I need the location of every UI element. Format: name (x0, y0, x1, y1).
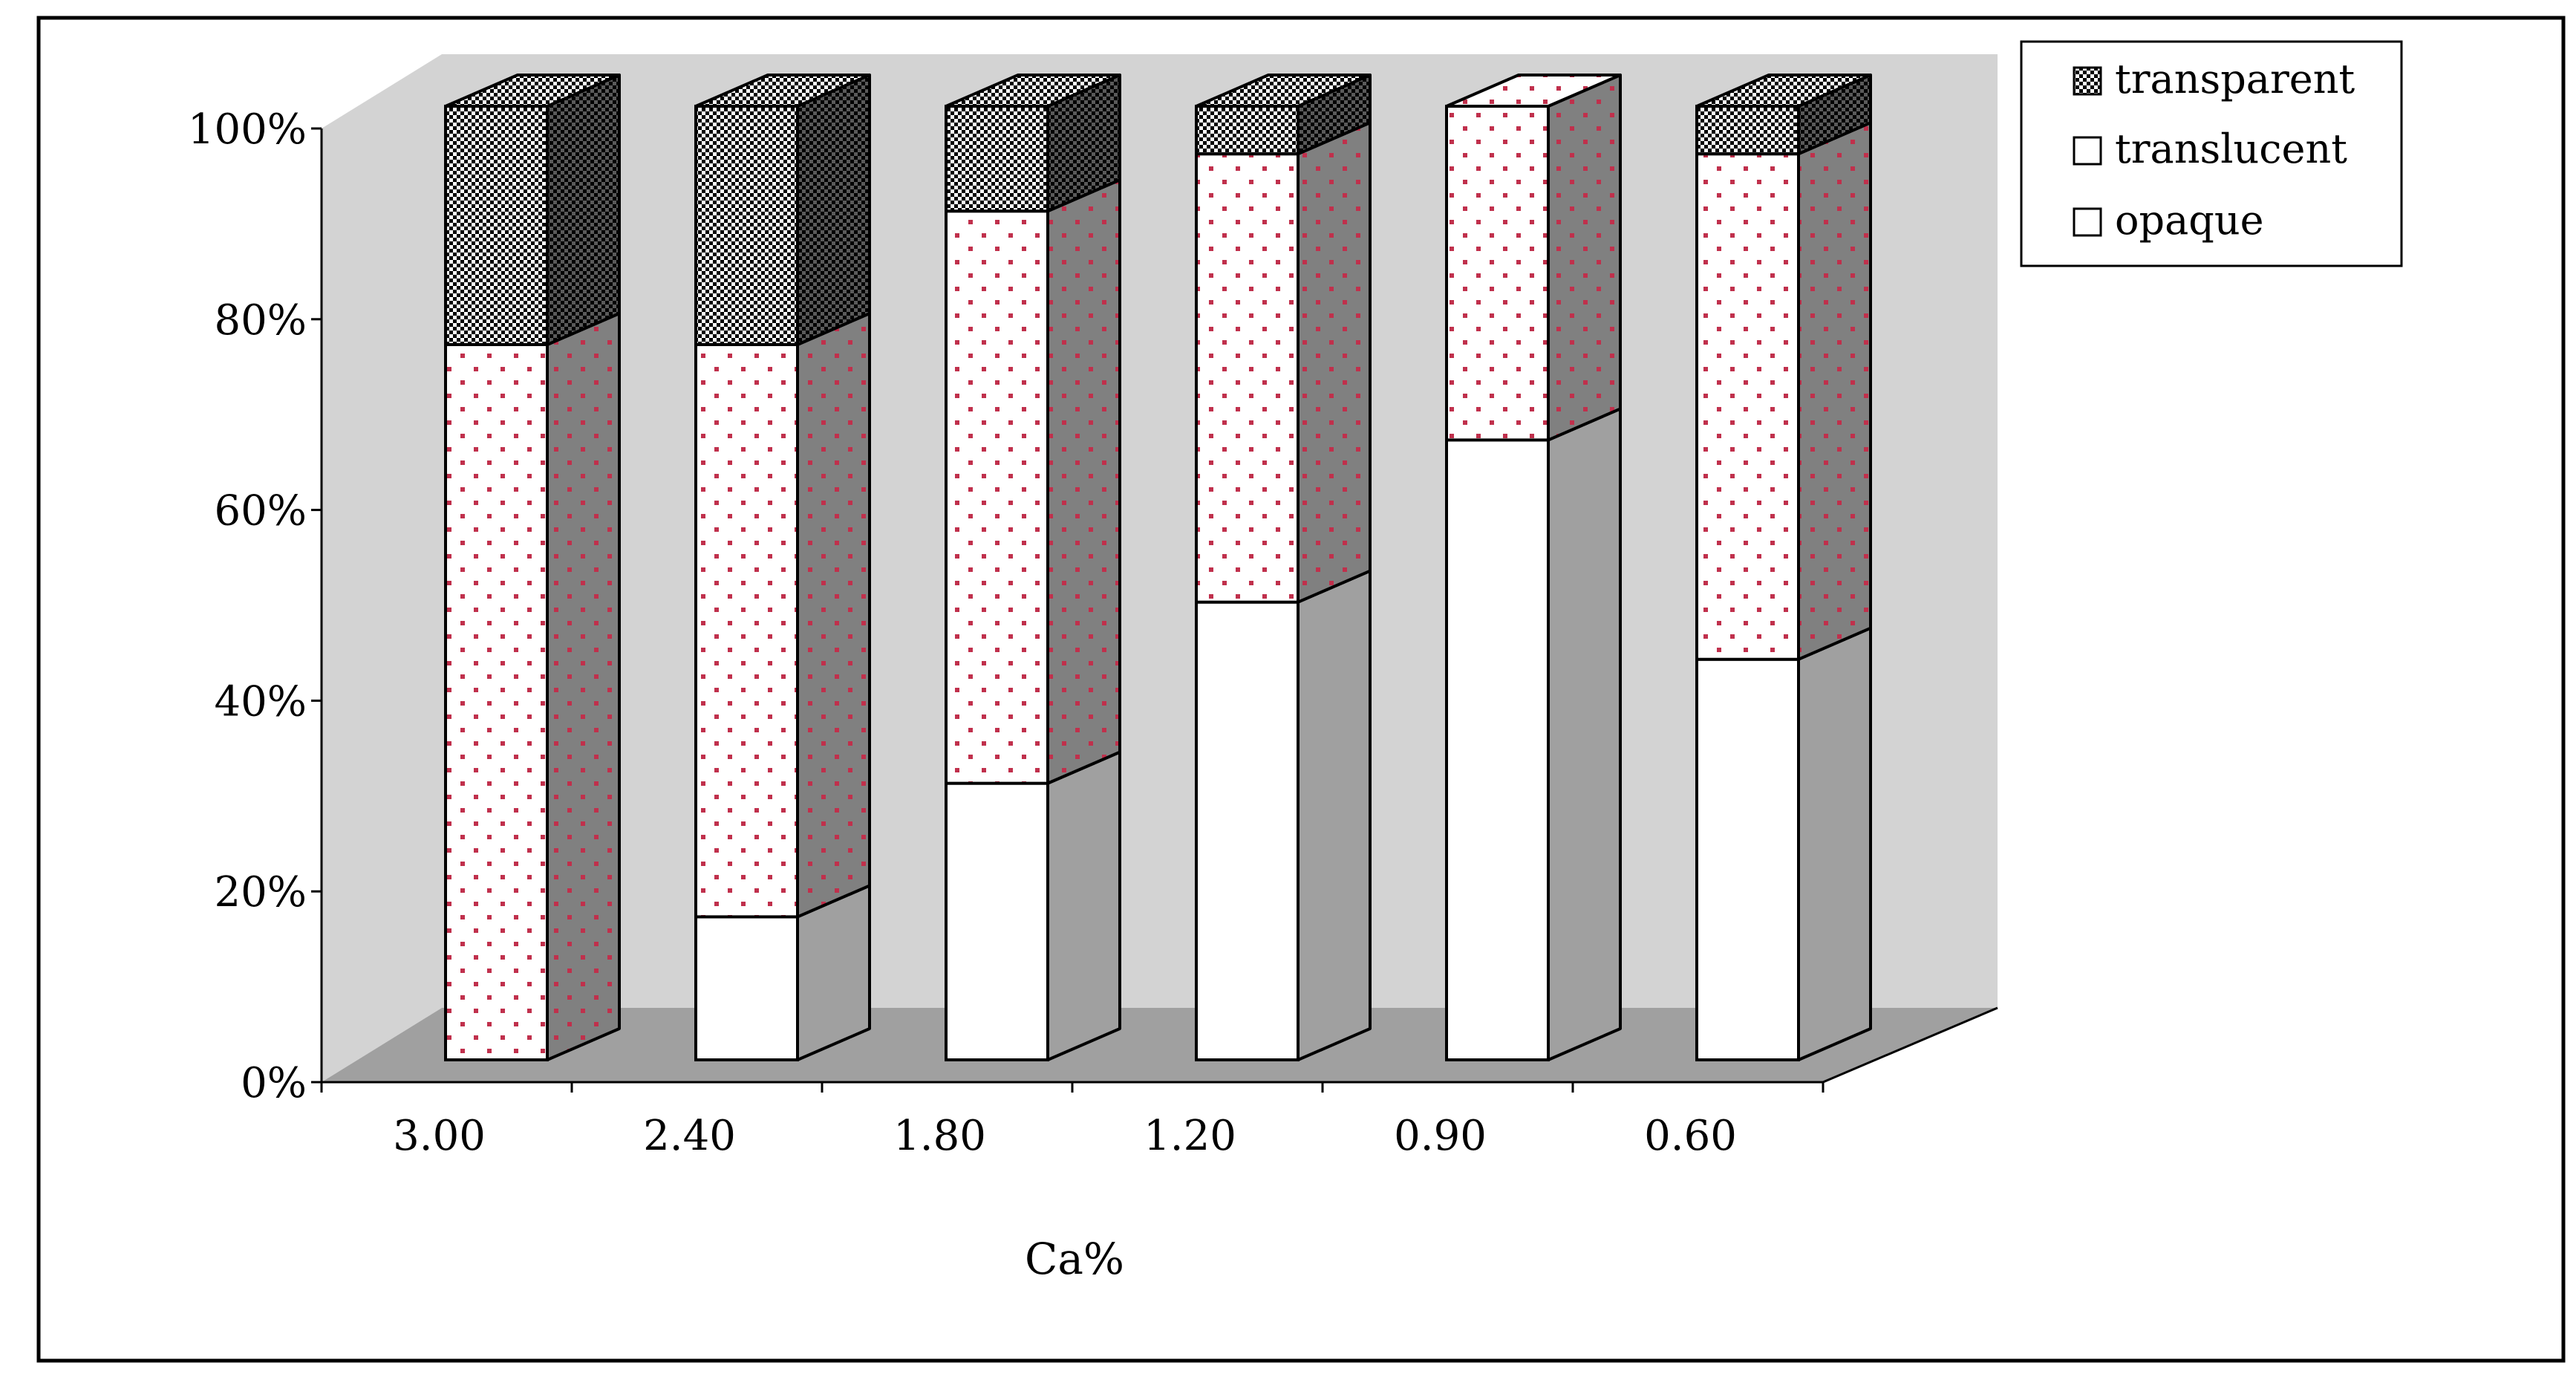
x-tick-label: 1.20 (1144, 1112, 1236, 1160)
bar-segment-translucent (945, 209, 1049, 785)
bar-segment-side (1797, 121, 1872, 661)
legend-label-opaque: opaque (2115, 197, 2264, 244)
bar-top-face (1195, 74, 1372, 108)
bar-segment-opaque (694, 915, 799, 1062)
x-tick-label: 0.60 (1644, 1112, 1737, 1160)
bars-group (444, 74, 1872, 1062)
x-tick-label: 0.90 (1394, 1112, 1487, 1160)
x-axis-title: Ca% (1025, 1234, 1124, 1284)
bar-segment-side (1297, 569, 1372, 1061)
x-tick-label: 3.00 (393, 1112, 486, 1160)
x-tick-label: 1.80 (893, 1112, 986, 1160)
bar-segment-opaque (1445, 438, 1550, 1061)
bar-stack (1695, 74, 1872, 1061)
y-tick-label: 0% (241, 1059, 307, 1107)
y-tick-label: 80% (215, 296, 307, 345)
bar-top-face (444, 74, 621, 108)
chart-left-wall (322, 54, 442, 1082)
bar-segment-translucent (444, 343, 549, 1061)
bar-segment-opaque (1195, 600, 1300, 1061)
bar-segment-transparent (1695, 105, 1800, 156)
bar-top-face (1695, 74, 1872, 108)
bar-segment-side (796, 312, 871, 919)
bar-segment-side (1046, 750, 1121, 1061)
bar-segment-side (796, 74, 871, 346)
legend-label-translucent: translucent (2115, 126, 2347, 172)
legend-swatch-translucent (2073, 136, 2102, 166)
y-tick-label: 60% (215, 487, 307, 536)
y-tick-label: 100% (188, 105, 307, 154)
x-axis: 3.00 2.40 1.80 1.20 0.90 0.60 (320, 1006, 1998, 1160)
bar-segment-opaque (1695, 657, 1800, 1061)
bar-segment-side (1297, 121, 1372, 604)
bar-segment-transparent (945, 105, 1049, 213)
bar-segment-translucent (1445, 105, 1550, 442)
legend: transparent translucent opaque (2020, 40, 2403, 267)
bar-stack (1195, 74, 1372, 1061)
bar-segment-transparent (694, 105, 799, 346)
bar-stack (1445, 74, 1622, 1061)
bar-stack (945, 74, 1121, 1061)
bar-top-face (694, 74, 871, 108)
bar-segment-translucent (1195, 152, 1300, 604)
bar-segment-side (1797, 626, 1872, 1061)
bar-segment-side (1046, 178, 1121, 785)
x-tick-label: 2.40 (643, 1112, 736, 1160)
bar-segment-side (546, 74, 621, 346)
bar-segment-opaque (945, 781, 1049, 1061)
bar-stack (444, 74, 621, 1061)
bar-segment-transparent (1195, 105, 1300, 156)
bar-segment-translucent (694, 343, 799, 919)
bar-segment-transparent (444, 105, 549, 346)
bar-top-face (945, 74, 1121, 108)
bar-segment-side (546, 312, 621, 1061)
legend-swatch-transparent (2073, 66, 2102, 96)
figure-frame (36, 16, 2566, 1363)
bar-segment-side (1547, 74, 1622, 442)
y-axis: 0% 20% 40% 60% 80% 100% (188, 105, 323, 1107)
y-tick-label: 20% (215, 868, 307, 917)
bar-top-face (1445, 74, 1622, 108)
bar-stack (694, 74, 871, 1062)
bar-segment-translucent (1695, 152, 1800, 661)
y-tick-label: 40% (215, 677, 307, 726)
bar-segment-side (1547, 407, 1622, 1061)
legend-label-transparent: transparent (2115, 56, 2355, 102)
legend-swatch-opaque (2073, 207, 2102, 237)
